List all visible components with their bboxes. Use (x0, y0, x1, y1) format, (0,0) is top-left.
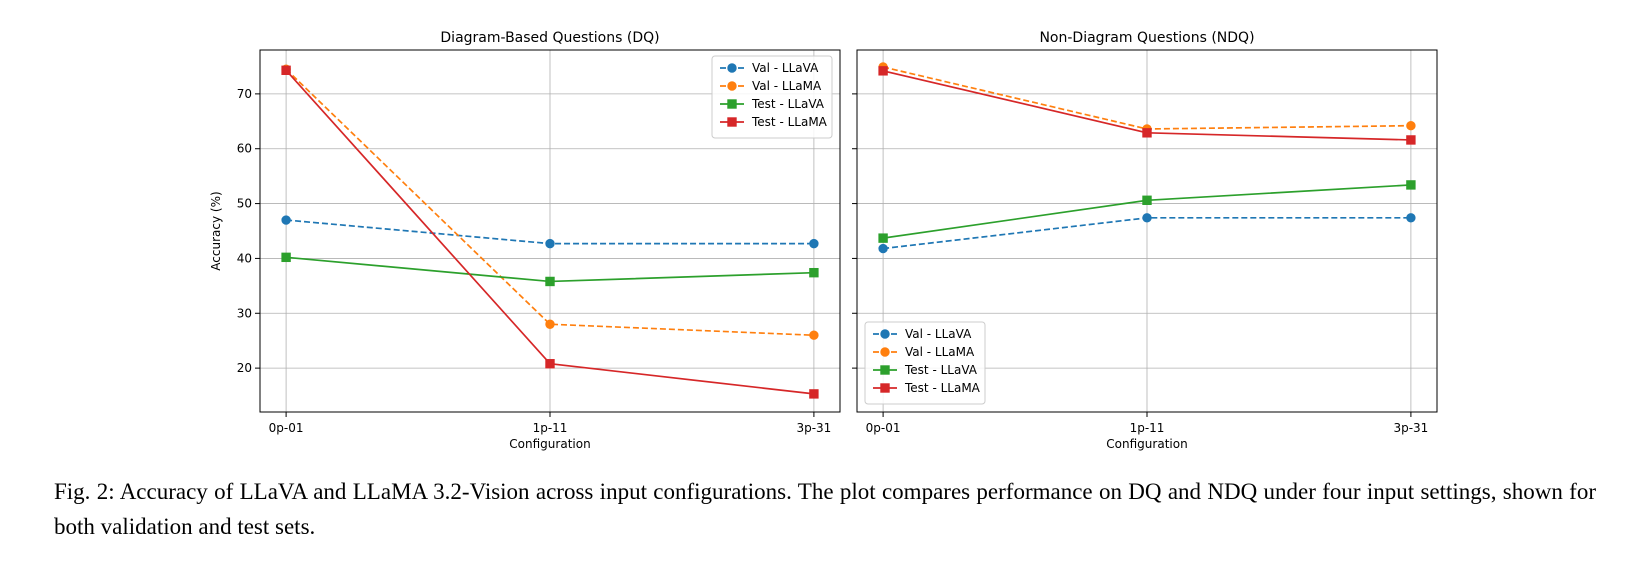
series-line (285, 68, 814, 337)
legend-entry-label: Test - LLaVA (751, 97, 825, 111)
series-1 (281, 215, 819, 249)
legend-swatch-marker (880, 347, 890, 357)
x-axis-label: Configuration (509, 437, 590, 451)
data-point (281, 215, 291, 225)
legend-swatch-marker (880, 329, 890, 339)
y-tick-label: 70 (237, 87, 252, 101)
data-point (1406, 180, 1416, 190)
data-point (878, 233, 888, 243)
figure-caption: Fig. 2: Accuracy of LLaVA and LLaMA 3.2-… (54, 479, 1596, 539)
x-tick-label: 1p-11 (533, 421, 568, 435)
data-point (545, 238, 555, 249)
data-point (1142, 213, 1152, 223)
legend-swatch-marker (727, 117, 737, 127)
x-tick-label: 0p-01 (866, 421, 901, 435)
data-point (545, 359, 555, 369)
series-4 (878, 66, 1416, 145)
x-tick-label: 3p-31 (1393, 421, 1428, 435)
legend-entry-label: Val - LLaMA (752, 79, 822, 93)
legend-entry-label: Val - LLaVA (905, 327, 972, 341)
legend-entry-label: Val - LLaVA (752, 61, 819, 75)
legend-swatch-marker (880, 365, 890, 375)
y-tick-label: 40 (237, 251, 252, 265)
data-point (809, 267, 819, 278)
x-tick-label: 3p-31 (796, 421, 831, 435)
legend-box (864, 321, 986, 405)
y-axis-label: Accuracy (%) (209, 191, 223, 270)
data-point (545, 319, 555, 329)
data-point (1142, 195, 1152, 205)
y-tick-label: 60 (237, 142, 252, 156)
data-point (878, 243, 888, 254)
series-3 (281, 252, 819, 287)
legend-swatch-marker (880, 383, 890, 393)
data-point (281, 65, 291, 75)
chart-panel-2: 0p-01 1p-11 3p-31 Non-Diagram Questions (ND… (852, 30, 1438, 451)
data-point (1406, 213, 1416, 223)
data-point (809, 389, 819, 399)
legend: Val - LLaVA Val - LLaMA Test - LLaVA Test -… (711, 55, 833, 139)
data-point (1406, 120, 1416, 131)
data-point (809, 330, 819, 340)
chart-title: Diagram-Based Questions (DQ) (440, 30, 659, 46)
data-point (809, 238, 819, 249)
chart-panel-1: 0p-01 1p-11 3p-31 20 30 40 50 60 70 Diagram-Based… (209, 30, 841, 451)
data-point (281, 252, 291, 263)
y-tick-label: 20 (237, 361, 252, 375)
data-point (878, 66, 888, 76)
data-point (1142, 128, 1152, 138)
y-tick-label: 30 (237, 306, 252, 320)
legend-entry-label: Test - LLaVA (904, 363, 978, 377)
x-axis-label: Configuration (1106, 437, 1187, 451)
series-4 (281, 65, 819, 399)
legend-swatch-marker (727, 81, 737, 91)
x-tick-label: 0p-01 (269, 421, 304, 435)
legend-entry-label: Val - LLaMA (905, 345, 975, 359)
x-tick-label: 1p-11 (1130, 421, 1165, 435)
series-1 (878, 213, 1416, 254)
legend-swatch-marker (727, 63, 737, 73)
legend-swatch-marker (727, 99, 737, 109)
legend-box (711, 55, 833, 139)
series-3 (878, 180, 1416, 243)
data-point (545, 276, 555, 287)
legend-entry-label: Test - LLaMA (904, 381, 981, 395)
legend: Val - LLaVA Val - LLaMA Test - LLaVA Test -… (864, 321, 986, 405)
y-tick-label: 50 (237, 197, 252, 211)
chart-title: Non-Diagram Questions (NDQ) (1039, 30, 1254, 46)
data-point (1406, 135, 1416, 145)
legend-entry-label: Test - LLaMA (751, 115, 828, 129)
